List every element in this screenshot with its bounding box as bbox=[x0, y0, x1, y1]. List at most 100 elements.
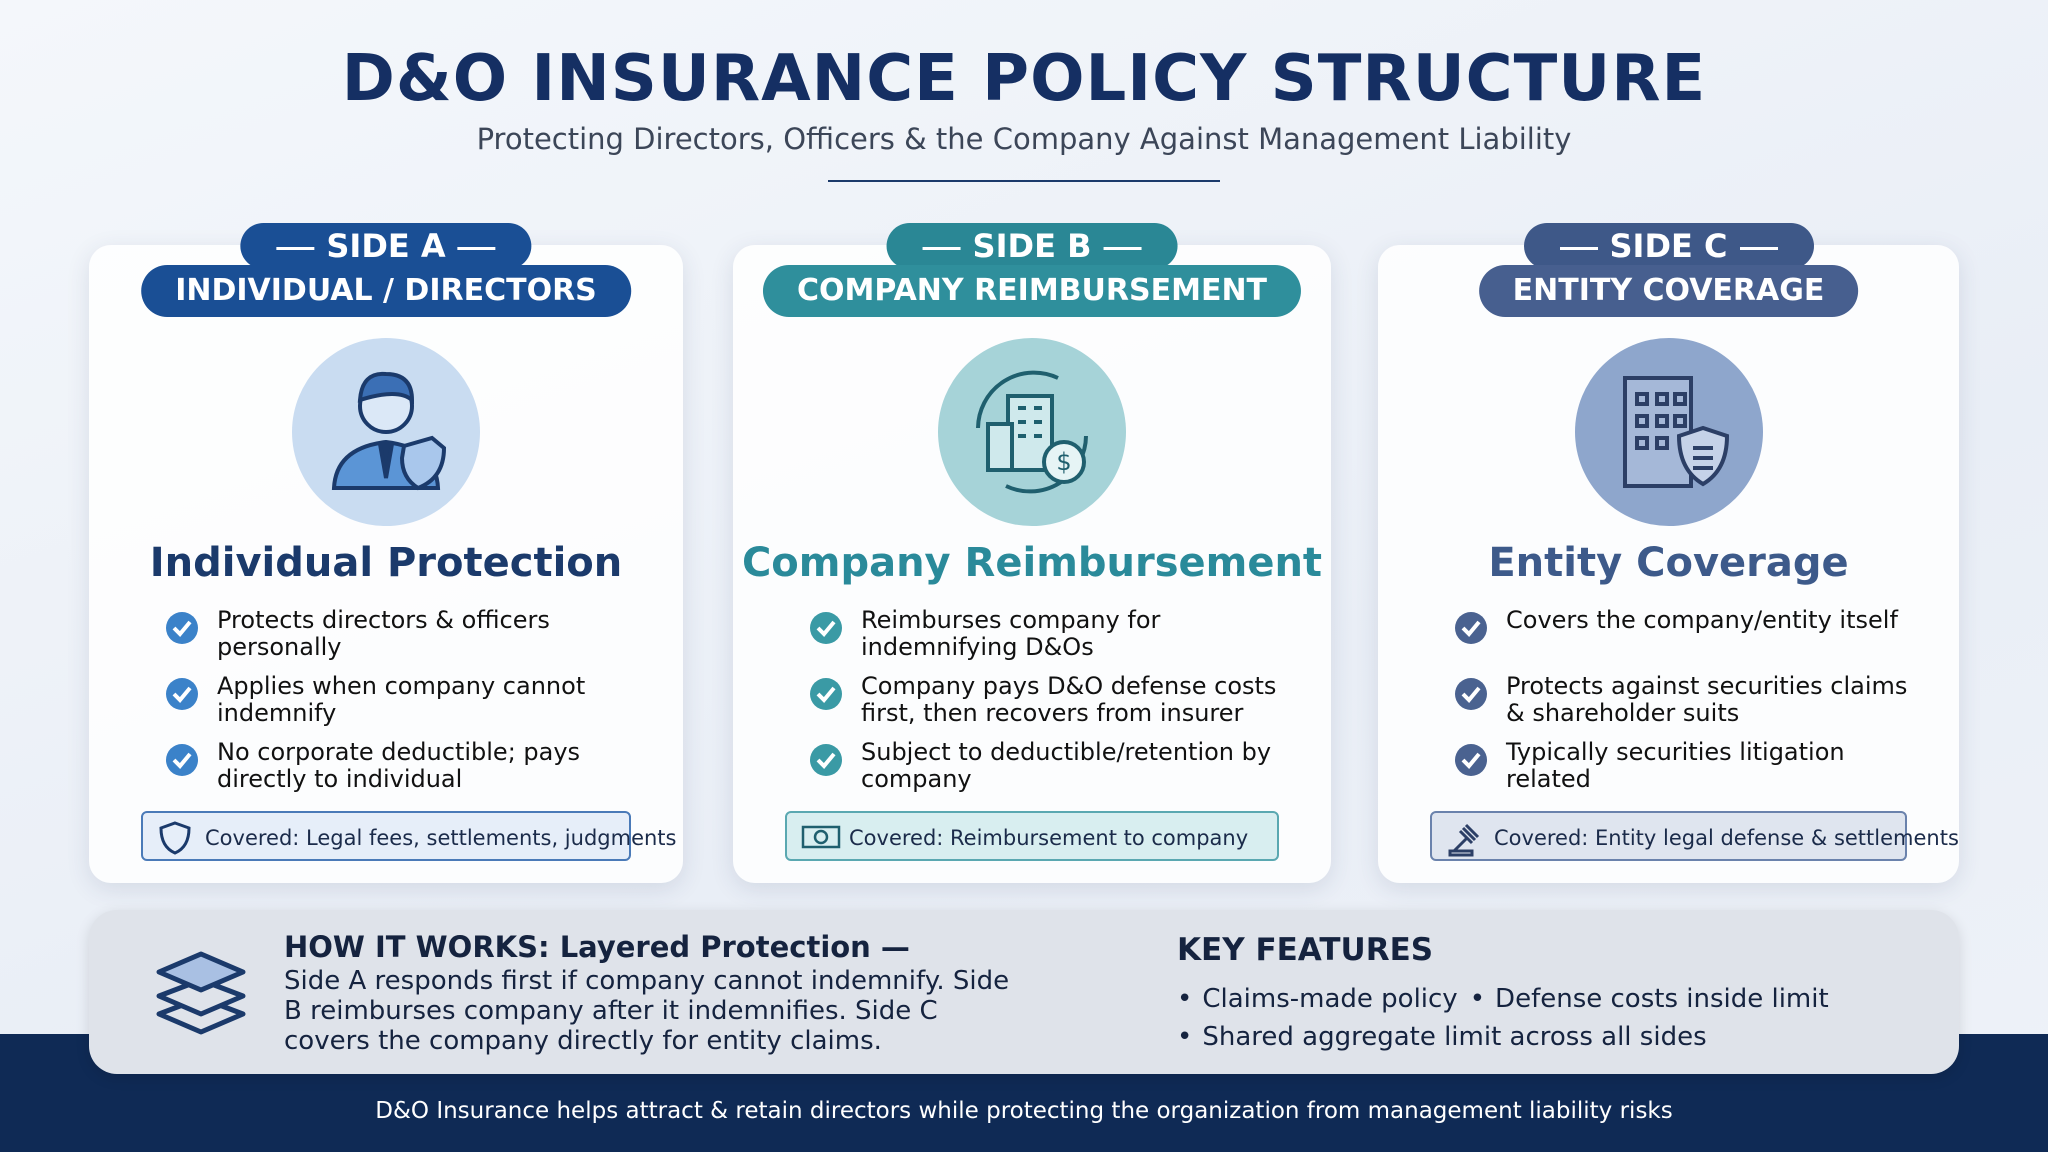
graphic bbox=[357, 371, 415, 405]
bullet: Applies when company cannot indemnify bbox=[165, 673, 653, 727]
card-heading: Company Reimbursement bbox=[741, 540, 1323, 586]
side-badge: SIDE C bbox=[1523, 223, 1814, 269]
check-icon bbox=[165, 677, 199, 711]
bullet: Protects against securities claims & sha… bbox=[1454, 673, 1929, 727]
side-label: INDIVIDUAL / DIRECTORS bbox=[141, 265, 631, 317]
bullet-list: Covers the company/entity itself Protects… bbox=[1454, 607, 1929, 805]
graphic bbox=[810, 612, 842, 644]
graphic bbox=[1448, 849, 1474, 857]
graphic bbox=[1042, 440, 1086, 484]
graphic bbox=[1461, 620, 1481, 637]
card-heading: Individual Protection bbox=[149, 540, 623, 586]
check-icon bbox=[809, 677, 843, 711]
graphic bbox=[810, 744, 842, 776]
graphic bbox=[1461, 686, 1481, 703]
card-heading: Entity Coverage bbox=[1488, 540, 1849, 586]
graphic bbox=[1455, 678, 1487, 710]
graphic bbox=[1634, 392, 1687, 450]
graphic bbox=[166, 612, 198, 644]
bullet-text: Covers the company/entity itself bbox=[1506, 606, 1898, 634]
bullet-list: Reimburses company for indemnifying D&Os… bbox=[809, 607, 1301, 805]
check-icon bbox=[809, 743, 843, 777]
coverage-box: Covered: Reimbursement to company bbox=[785, 811, 1279, 861]
graphic bbox=[331, 371, 447, 491]
graphic bbox=[159, 821, 191, 855]
title: D&O INSURANCE POLICY STRUCTURE bbox=[341, 42, 1707, 116]
check-icon bbox=[165, 743, 199, 777]
graphic bbox=[172, 752, 192, 769]
graphic bbox=[1692, 446, 1713, 470]
footer-text: D&O Insurance helps attract & retain dir… bbox=[375, 1098, 1673, 1124]
bullet-text: Reimburses company for indemnifying D&Os bbox=[861, 606, 1161, 661]
graphic bbox=[1455, 678, 1487, 710]
check-icon bbox=[1454, 677, 1488, 711]
how-title: HOW IT WORKS: Layered Protection — bbox=[284, 930, 910, 964]
graphic bbox=[801, 825, 841, 849]
coverage-text: Covered: Entity legal defense & settleme… bbox=[1494, 826, 1959, 850]
graphic bbox=[810, 744, 842, 776]
graphic bbox=[172, 620, 192, 637]
graphic bbox=[1455, 744, 1487, 776]
graphic bbox=[159, 821, 191, 855]
bullet-text: Typically securities litigation related bbox=[1506, 738, 1845, 793]
check-icon bbox=[1454, 611, 1488, 645]
feature: Claims-made policy bbox=[1177, 980, 1457, 1018]
card: SIDE C ENTITY COVERAGE Entity Coverage Cove… bbox=[1378, 223, 1959, 883]
graphic bbox=[1455, 612, 1487, 644]
graphic bbox=[156, 995, 246, 1035]
bullet-text: No corporate deductible; pays directly t… bbox=[217, 738, 581, 793]
bullet: Company pays D&O defense costs first, th… bbox=[809, 673, 1301, 727]
check-icon bbox=[809, 611, 843, 645]
graphic: $ bbox=[976, 370, 1088, 494]
graphic bbox=[156, 977, 246, 1017]
graphic bbox=[810, 612, 842, 644]
check-icon bbox=[165, 611, 199, 645]
divider bbox=[828, 180, 1220, 182]
bullet-list: Protects directors & officers personally… bbox=[165, 607, 653, 805]
graphic bbox=[166, 678, 198, 710]
graphic bbox=[399, 435, 447, 491]
bullet-text: Protects against securities claims & sha… bbox=[1506, 672, 1908, 727]
side-badge: SIDE A bbox=[240, 223, 532, 269]
bullet: Typically securities litigation related bbox=[1454, 739, 1929, 793]
graphic bbox=[377, 442, 395, 479]
graphic bbox=[1448, 823, 1480, 857]
card: SIDE B COMPANY REIMBURSEMENT $ Company Reim… bbox=[733, 223, 1331, 883]
card: SIDE A INDIVIDUAL / DIRECTORS Individual P… bbox=[89, 223, 683, 883]
graphic bbox=[986, 422, 1014, 472]
graphic bbox=[1622, 376, 1729, 488]
side-label: ENTITY COVERAGE bbox=[1478, 265, 1859, 317]
graphic bbox=[810, 678, 842, 710]
icon: $ bbox=[938, 338, 1126, 526]
coverage-box: Covered: Entity legal defense & settleme… bbox=[1430, 811, 1959, 861]
bullet-text: Protects directors & officers personally bbox=[217, 606, 550, 661]
graphic bbox=[816, 620, 836, 637]
graphic bbox=[816, 752, 836, 769]
coverage-text: Covered: Legal fees, settlements, judgme… bbox=[205, 826, 677, 850]
key-features: Claims-made policy Defense costs inside l… bbox=[1177, 980, 1877, 1056]
graphic bbox=[1455, 744, 1487, 776]
graphic bbox=[166, 744, 198, 776]
bullet: Reimburses company for indemnifying D&Os bbox=[809, 607, 1301, 661]
coverage-text: Covered: Reimbursement to company bbox=[849, 826, 1249, 850]
graphic bbox=[1018, 406, 1042, 438]
feature: Shared aggregate limit across all sides bbox=[1177, 1018, 1706, 1056]
side-badge: SIDE B bbox=[886, 223, 1178, 269]
graphic bbox=[810, 678, 842, 710]
graphic bbox=[801, 825, 841, 849]
key-features-title: KEY FEATURES bbox=[1177, 932, 1434, 968]
icon bbox=[1574, 338, 1763, 526]
graphic bbox=[172, 686, 192, 703]
graphic bbox=[166, 744, 198, 776]
graphic: $ bbox=[976, 370, 1088, 494]
how-text: Side A responds first if company cannot … bbox=[284, 966, 1010, 1056]
graphic bbox=[1455, 612, 1487, 644]
check-icon bbox=[1454, 743, 1488, 777]
graphic bbox=[801, 825, 841, 849]
icon bbox=[292, 338, 480, 526]
graphic bbox=[1622, 376, 1729, 488]
bullet: Covers the company/entity itself bbox=[1454, 607, 1929, 661]
graphic bbox=[331, 371, 447, 491]
graphic bbox=[816, 686, 836, 703]
